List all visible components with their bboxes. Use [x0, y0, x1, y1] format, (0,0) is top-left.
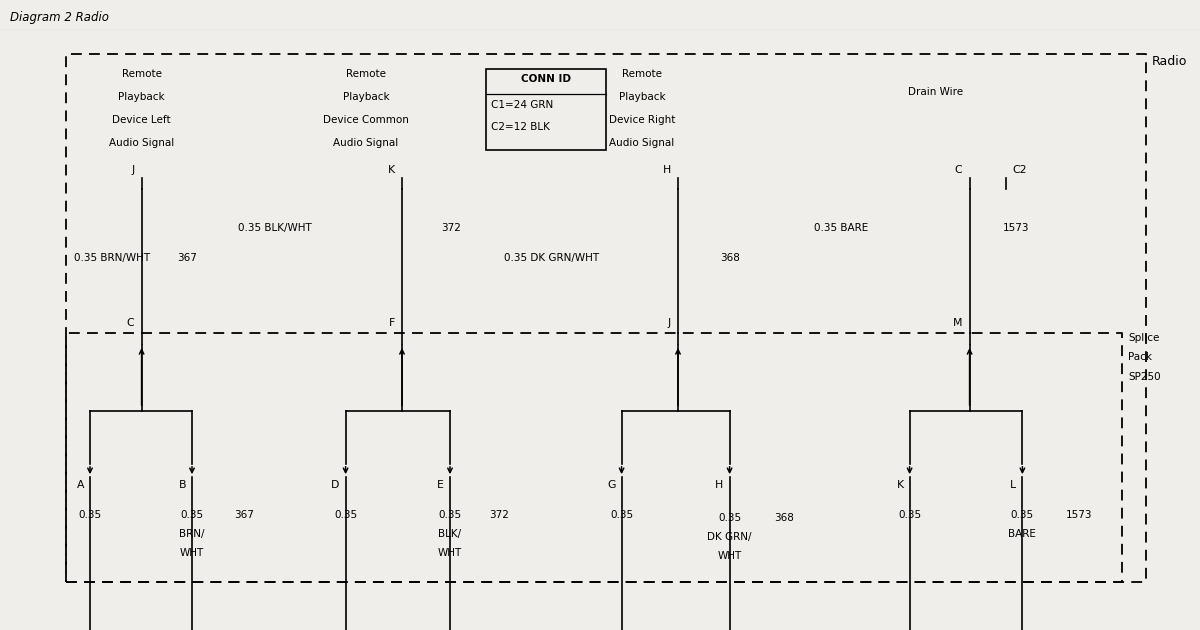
Text: Diagram 2 Radio: Diagram 2 Radio — [10, 11, 108, 24]
Text: 367: 367 — [178, 253, 198, 263]
Text: Pack: Pack — [1128, 352, 1152, 362]
Text: Remote: Remote — [346, 69, 386, 79]
Text: F: F — [389, 318, 395, 328]
Text: 0.35: 0.35 — [438, 510, 462, 520]
Text: 0.35: 0.35 — [180, 510, 204, 520]
Text: Device Left: Device Left — [113, 115, 170, 125]
Text: 368: 368 — [774, 513, 794, 523]
Text: 372: 372 — [490, 510, 510, 520]
Text: Audio Signal: Audio Signal — [109, 137, 174, 147]
Text: Playback: Playback — [119, 92, 164, 102]
Text: Audio Signal: Audio Signal — [610, 137, 674, 147]
Text: L: L — [1010, 480, 1016, 490]
Text: WHT: WHT — [180, 549, 204, 558]
Text: Remote: Remote — [121, 69, 162, 79]
Text: M: M — [953, 318, 962, 328]
Text: H: H — [662, 166, 671, 175]
Text: 0.35: 0.35 — [334, 510, 358, 520]
Text: 0.35: 0.35 — [78, 510, 102, 520]
Text: D: D — [331, 480, 340, 490]
Text: 0.35 BRN/WHT: 0.35 BRN/WHT — [74, 253, 150, 263]
Text: J: J — [667, 318, 671, 328]
Text: Radio: Radio — [1152, 55, 1187, 69]
Text: 0.35: 0.35 — [610, 510, 634, 520]
Text: BRN/: BRN/ — [179, 529, 205, 539]
Text: B: B — [179, 480, 186, 490]
Text: 0.35: 0.35 — [898, 510, 922, 520]
Bar — [486, 69, 606, 150]
Text: Splice: Splice — [1128, 333, 1159, 343]
Text: K: K — [896, 480, 904, 490]
Text: E: E — [437, 480, 444, 490]
Text: CONN ID: CONN ID — [521, 74, 571, 84]
Text: DK GRN/: DK GRN/ — [707, 532, 752, 542]
Text: 1573: 1573 — [1066, 510, 1092, 520]
Text: C2: C2 — [1013, 166, 1027, 175]
Text: WHT: WHT — [438, 549, 462, 558]
Text: C2=12 BLK: C2=12 BLK — [491, 122, 550, 132]
Text: 0.35 BLK/WHT: 0.35 BLK/WHT — [238, 223, 311, 233]
Text: G: G — [607, 480, 616, 490]
Text: 0.35 BARE: 0.35 BARE — [814, 223, 868, 233]
Text: 0.35: 0.35 — [718, 513, 742, 523]
Text: C: C — [127, 318, 134, 328]
Text: SP250: SP250 — [1128, 372, 1160, 382]
Text: C: C — [955, 166, 962, 175]
Text: 368: 368 — [720, 253, 740, 263]
Text: 0.35: 0.35 — [1010, 510, 1034, 520]
Text: BLK/: BLK/ — [438, 529, 462, 539]
Text: 1573: 1573 — [1003, 223, 1030, 233]
Text: Device Right: Device Right — [608, 115, 676, 125]
Text: Audio Signal: Audio Signal — [334, 137, 398, 147]
Text: BARE: BARE — [1008, 529, 1037, 539]
Text: J: J — [131, 166, 134, 175]
Text: Drain Wire: Drain Wire — [908, 87, 964, 97]
Text: 0.35 DK GRN/WHT: 0.35 DK GRN/WHT — [504, 253, 599, 263]
Text: H: H — [715, 480, 724, 490]
Text: Device Common: Device Common — [323, 115, 409, 125]
Text: Playback: Playback — [619, 92, 665, 102]
Text: A: A — [77, 480, 84, 490]
Text: 372: 372 — [442, 223, 462, 233]
Text: Remote: Remote — [622, 69, 662, 79]
Text: C1=24 GRN: C1=24 GRN — [491, 100, 553, 110]
Text: 367: 367 — [234, 510, 254, 520]
Text: K: K — [388, 166, 395, 175]
Text: Playback: Playback — [343, 92, 389, 102]
Text: WHT: WHT — [718, 551, 742, 561]
